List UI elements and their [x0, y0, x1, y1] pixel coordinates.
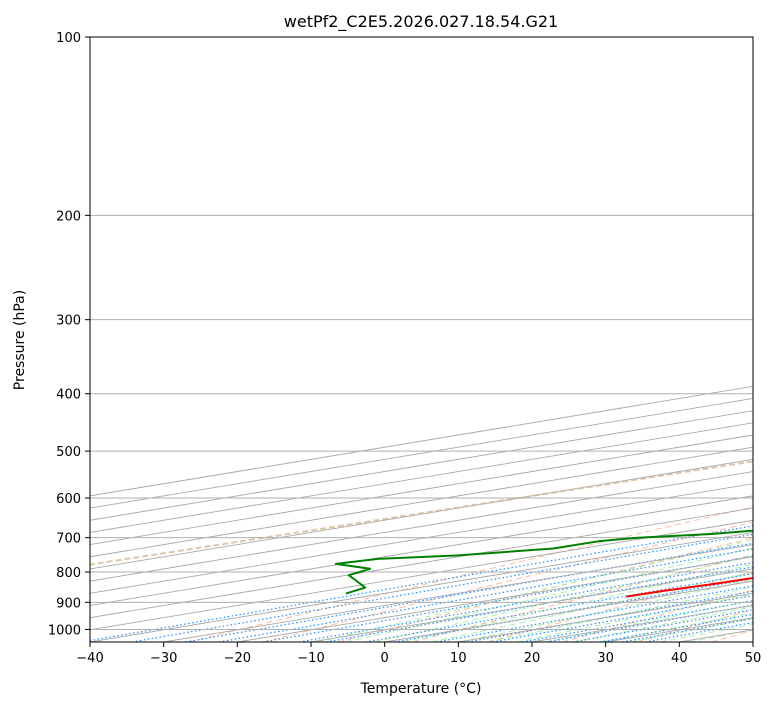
- x-tick-label: 20: [524, 651, 541, 666]
- series-layer: [334, 529, 753, 598]
- y-tick-label: 300: [56, 314, 81, 329]
- moist-adiabat: [374, 555, 753, 642]
- isotherm-line: [90, 531, 753, 642]
- mixing-ratio-line: [218, 548, 753, 642]
- y-axis-label: Pressure (hPa): [12, 290, 28, 390]
- isotherm-line: [90, 507, 753, 619]
- moist-adiabat: [516, 593, 753, 642]
- isotherm-line: [90, 495, 753, 606]
- x-tick-label: 10: [450, 651, 467, 666]
- y-tick-label: 500: [56, 445, 81, 460]
- plot-background: [90, 37, 753, 642]
- x-tick-label: −20: [224, 651, 251, 666]
- y-tick-label: 200: [56, 209, 81, 224]
- mixing-ratio-line: [492, 594, 753, 642]
- x-axis-label: Temperature (°C): [360, 681, 482, 697]
- y-tick-label: 900: [56, 596, 81, 611]
- saturation-curve: [90, 460, 753, 566]
- isotherm-line: [90, 483, 753, 594]
- x-tick-label: −10: [297, 651, 324, 666]
- y-tick-label: 800: [56, 566, 81, 581]
- y-tick-label: 700: [56, 532, 81, 547]
- chart-title: wetPf2_C2E5.2026.027.18.54.G21: [284, 12, 558, 32]
- y-tick-label: 1000: [48, 623, 81, 638]
- y-tick-label: 400: [56, 388, 81, 403]
- isotherm-line: [90, 434, 753, 546]
- x-tick-label: 30: [597, 651, 614, 666]
- mixing-ratio-line: [185, 542, 753, 642]
- y-tick-label: 600: [56, 492, 81, 507]
- mixing-ratio-line: [521, 600, 753, 642]
- mixing-ratio-line: [262, 555, 753, 642]
- x-tick-label: −40: [76, 651, 103, 666]
- dry-adiabat: [338, 537, 753, 642]
- moist-adiabat: [402, 563, 753, 642]
- x-tick-label: 0: [381, 651, 389, 666]
- isotherm-line: [90, 471, 753, 582]
- x-tick-label: 50: [745, 651, 762, 666]
- isotherm-line: [752, 641, 753, 642]
- x-tick-label: 40: [671, 651, 688, 666]
- y-tick-label: 100: [56, 31, 81, 46]
- plot-frame: [89, 36, 754, 643]
- isotherm-line: [90, 446, 753, 558]
- grid-layer: [90, 37, 753, 642]
- dry-adiabat: [263, 521, 753, 642]
- x-tick-label: −30: [150, 651, 177, 666]
- isotherm-line: [90, 519, 753, 631]
- mixing-ratio-line: [572, 609, 753, 642]
- isotherm-line: [90, 458, 753, 570]
- mixing-ratio-line: [90, 525, 753, 642]
- axis-layer: −40 −30 −20 −10 0 10 20 30 40 50 100 200 300 400 500 60…: [48, 31, 761, 666]
- moist-adiabat: [459, 579, 753, 642]
- dewpoint-trace: [334, 529, 753, 595]
